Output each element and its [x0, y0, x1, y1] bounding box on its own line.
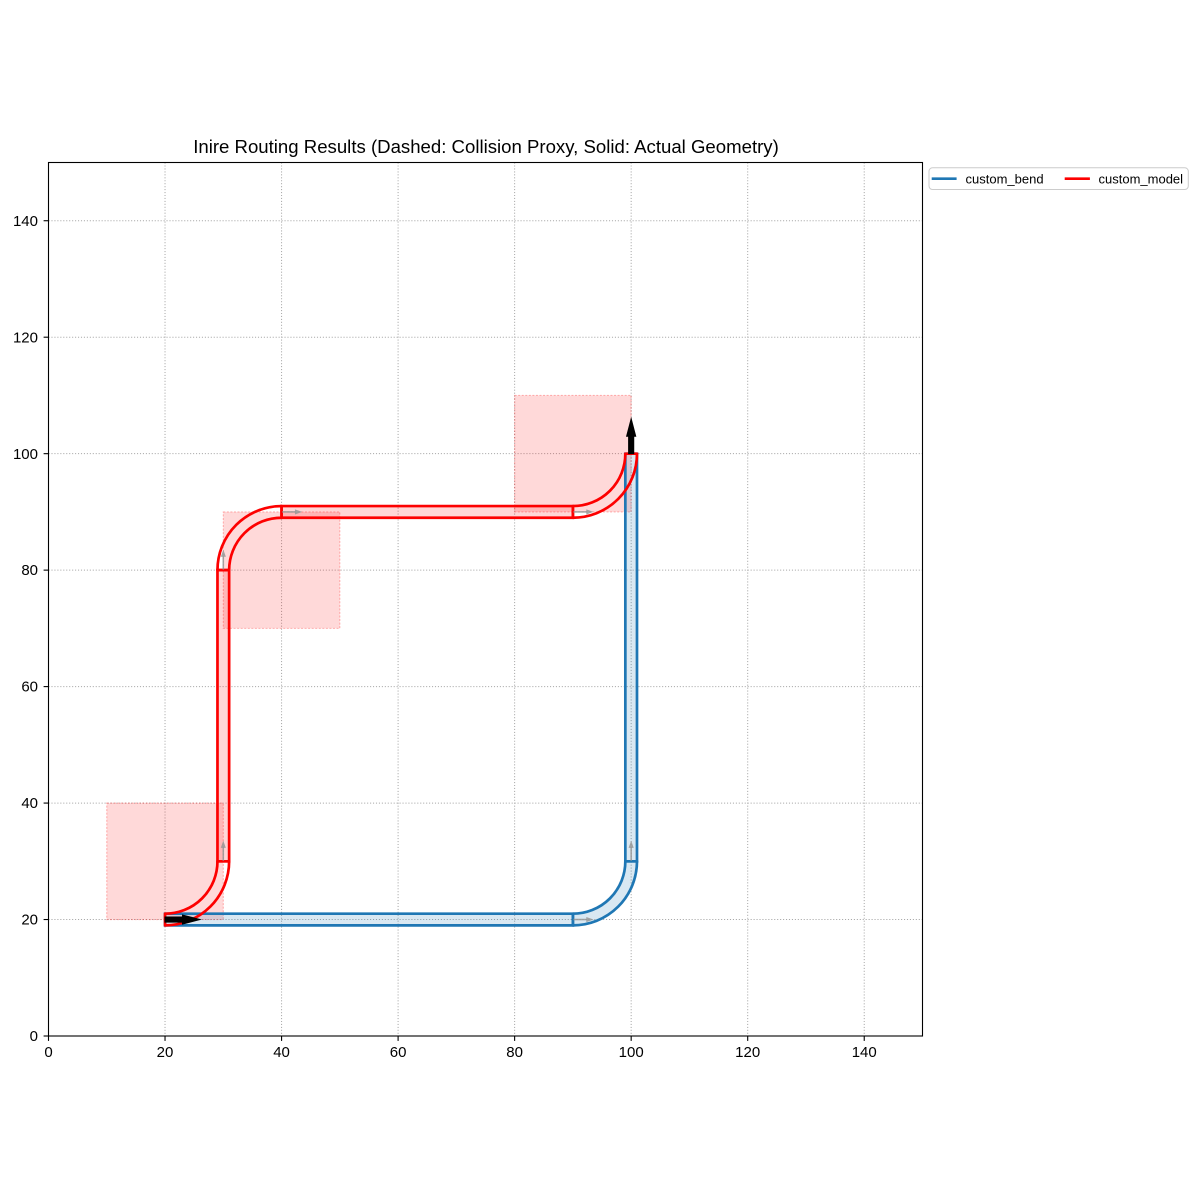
- svg-text:20: 20: [157, 1044, 174, 1061]
- svg-text:80: 80: [506, 1044, 523, 1061]
- svg-text:0: 0: [30, 1028, 38, 1045]
- svg-text:100: 100: [13, 446, 38, 463]
- svg-text:20: 20: [21, 912, 38, 929]
- svg-text:custom_bend: custom_bend: [966, 171, 1044, 186]
- svg-text:40: 40: [273, 1044, 290, 1061]
- svg-text:120: 120: [13, 329, 38, 346]
- svg-text:80: 80: [21, 562, 38, 579]
- svg-text:custom_model: custom_model: [1099, 171, 1184, 186]
- svg-text:40: 40: [21, 795, 38, 812]
- svg-text:140: 140: [13, 213, 38, 230]
- svg-text:60: 60: [390, 1044, 407, 1061]
- svg-text:60: 60: [21, 679, 38, 696]
- svg-text:100: 100: [619, 1044, 644, 1061]
- svg-text:120: 120: [735, 1044, 760, 1061]
- svg-text:Inire Routing Results (Dashed:: Inire Routing Results (Dashed: Collision…: [193, 136, 779, 157]
- svg-text:0: 0: [44, 1044, 52, 1061]
- svg-text:140: 140: [852, 1044, 877, 1061]
